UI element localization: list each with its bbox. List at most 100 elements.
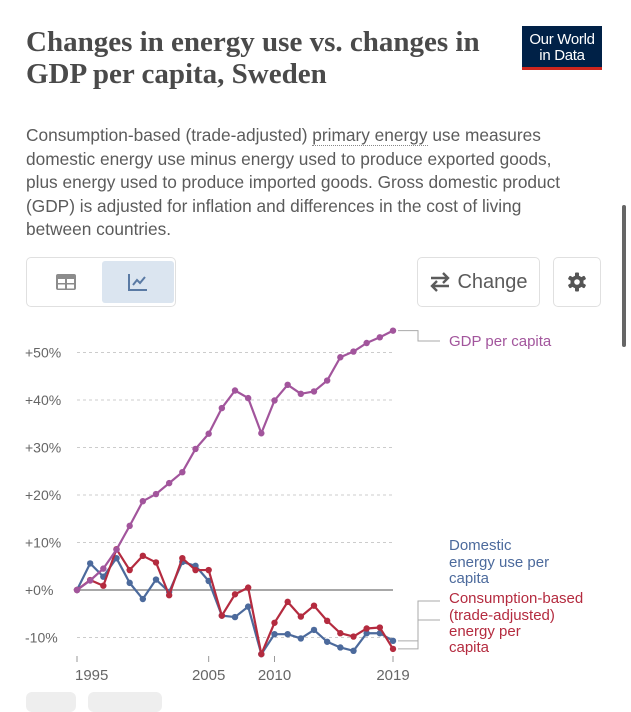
data-point-consumption (165, 592, 173, 599)
data-point-gdp (389, 327, 397, 334)
data-point-consumption (376, 624, 384, 631)
data-point-consumption (258, 650, 265, 658)
data-point-gdp (218, 404, 226, 412)
owid-logo[interactable]: Our World in Data (522, 26, 602, 70)
y-tick-label: +0% (25, 582, 53, 598)
footer-tab[interactable] (88, 692, 162, 712)
data-point-consumption (350, 633, 357, 640)
data-point-gdp (337, 354, 344, 361)
data-point-consumption (126, 566, 133, 574)
legend-label-consumption: energy per (449, 623, 521, 640)
data-point-gdp (258, 430, 265, 437)
data-point-gdp (113, 546, 120, 553)
data-point-consumption (100, 582, 107, 589)
data-point-gdp (323, 377, 331, 384)
swap-arrows-icon (430, 272, 451, 292)
y-tick-label: +20% (25, 487, 61, 503)
legend-connector (398, 619, 440, 650)
data-point-consumption (152, 559, 160, 566)
data-point-gdp (126, 522, 133, 530)
data-point-gdp (297, 390, 305, 398)
data-point-domestic (323, 638, 331, 645)
series-line-consumption (76, 548, 394, 656)
data-point-gdp (376, 334, 384, 341)
settings-button[interactable] (553, 257, 601, 307)
line-chart: -10% +0% +10% +20% +30% +40% +50% 1995 2005 2010 2… (25, 327, 583, 684)
y-tick-label: +10% (25, 535, 61, 551)
table-tab[interactable] (30, 261, 102, 303)
legend-label-consumption: (trade-adjusted) (449, 607, 555, 624)
data-point-consumption (205, 566, 212, 574)
data-point-domestic (284, 630, 291, 638)
data-point-gdp (139, 497, 147, 505)
data-point-consumption (310, 602, 318, 609)
data-point-domestic (126, 579, 133, 587)
data-point-domestic (86, 560, 94, 567)
data-point-consumption (192, 566, 199, 574)
chart-subtitle: Consumption-based (trade-adjusted) prima… (26, 124, 586, 242)
primary-energy-link[interactable]: primary energy (312, 125, 428, 146)
data-point-gdp (310, 388, 318, 395)
y-tick-label: -10% (25, 630, 58, 646)
footer-tab[interactable] (26, 692, 76, 712)
data-point-gdp (100, 565, 107, 572)
legend-label-consumption: Consumption-based (449, 590, 583, 607)
data-point-gdp (271, 397, 278, 404)
line-chart-icon (128, 274, 147, 291)
y-tick-label: +40% (25, 392, 61, 408)
x-tick-label: 2010 (258, 667, 291, 684)
x-tick-label: 2019 (376, 667, 409, 684)
x-tick-label: 1995 (75, 667, 108, 684)
data-point-domestic (350, 647, 357, 654)
data-point-domestic (231, 613, 239, 621)
series-line-domestic (76, 557, 394, 656)
data-point-consumption (244, 584, 252, 591)
legend-label-domestic: energy use per (449, 554, 549, 571)
logo-line-1: Our World (529, 31, 595, 48)
data-point-gdp (363, 339, 370, 347)
gear-icon (568, 272, 586, 292)
change-country-button[interactable]: Change (417, 257, 540, 307)
data-point-consumption (337, 630, 344, 637)
data-point-gdp (165, 479, 173, 487)
data-point-gdp (73, 586, 81, 594)
change-label: Change (457, 270, 528, 293)
legend-label-domestic: Domestic (449, 537, 512, 554)
chart-title: Changes in energy use vs. changes in GDP… (26, 26, 480, 90)
data-point-gdp (284, 381, 291, 388)
chart-tab[interactable] (102, 261, 174, 303)
scrollbar[interactable] (622, 205, 626, 347)
data-point-consumption (297, 613, 305, 620)
data-point-domestic (310, 626, 318, 634)
legend-label-domestic: capita (449, 570, 490, 587)
data-point-domestic (139, 595, 147, 603)
series-line-gdp (76, 329, 394, 591)
subtitle-text: Consumption-based (trade-adjusted) (26, 125, 313, 145)
data-point-consumption (389, 645, 397, 653)
data-point-gdp (152, 490, 160, 498)
y-tick-label: +30% (25, 440, 61, 456)
data-point-domestic (271, 630, 278, 638)
legend-connector (398, 330, 440, 342)
data-point-gdp (192, 445, 199, 453)
data-point-gdp (205, 430, 212, 437)
data-point-gdp (86, 577, 94, 584)
table-icon (56, 274, 76, 290)
data-point-consumption (179, 554, 186, 562)
data-point-consumption (271, 619, 278, 626)
x-tick-label: 2005 (192, 667, 225, 684)
data-point-gdp (179, 469, 186, 476)
subtitle-text-2: use measures domestic energy use minus e… (26, 125, 561, 239)
data-point-domestic (152, 576, 160, 583)
data-point-consumption (218, 612, 226, 619)
logo-line-2: in Data (539, 47, 585, 64)
data-point-domestic (337, 644, 344, 651)
data-point-gdp (244, 394, 252, 402)
data-point-gdp (231, 387, 239, 394)
legend-label-gdp: GDP per capita (449, 333, 552, 350)
data-point-consumption (139, 552, 147, 559)
data-point-domestic (389, 637, 397, 645)
data-point-consumption (231, 591, 239, 598)
data-point-consumption (284, 598, 291, 606)
data-point-domestic (363, 630, 370, 637)
